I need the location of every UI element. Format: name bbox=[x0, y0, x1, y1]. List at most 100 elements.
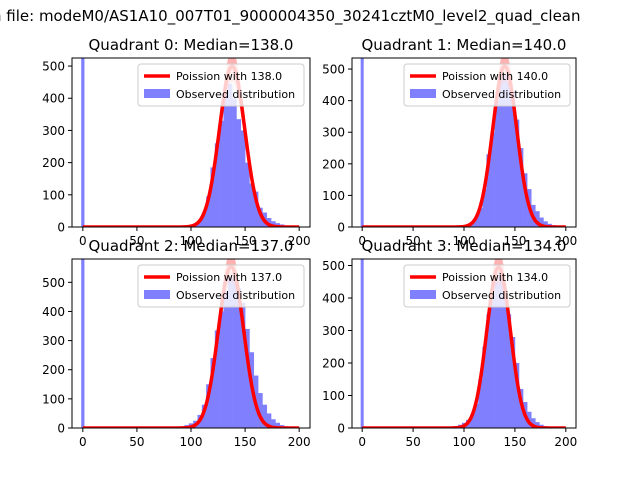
legend-box bbox=[403, 63, 571, 107]
histogram-bar bbox=[539, 217, 544, 227]
y-tick-label: 200 bbox=[42, 363, 65, 377]
histogram-bar bbox=[210, 167, 216, 227]
histogram-bar bbox=[482, 189, 487, 227]
y-tick-label: 200 bbox=[322, 157, 345, 171]
plot-marks bbox=[360, 58, 567, 227]
histogram-bar-zero-bin bbox=[360, 259, 364, 428]
x-tick-label: 0 bbox=[358, 234, 366, 248]
y-tick-label: 300 bbox=[322, 324, 345, 338]
histogram-bar bbox=[486, 154, 491, 227]
y-tick-label: 500 bbox=[42, 276, 65, 290]
legend: Poission with 140.0 Observed distribution bbox=[403, 63, 571, 107]
x-tick-label: 50 bbox=[129, 435, 144, 449]
histogram-bar bbox=[214, 330, 220, 428]
y-tick-label: 500 bbox=[42, 60, 65, 74]
legend-swatch-observed bbox=[144, 89, 170, 98]
histogram-bar bbox=[478, 208, 483, 227]
poisson-curve bbox=[361, 265, 567, 428]
histogram-bar bbox=[206, 384, 211, 428]
x-tick-label: 50 bbox=[129, 234, 144, 248]
histogram-bar bbox=[271, 419, 276, 428]
histogram-bar bbox=[498, 272, 503, 428]
histogram-bar bbox=[482, 346, 487, 428]
histogram-bar bbox=[223, 91, 229, 227]
histogram-bar bbox=[249, 183, 255, 227]
histogram-bar bbox=[502, 75, 508, 227]
y-tick-label: 300 bbox=[42, 334, 65, 348]
x-tick-label: 100 bbox=[180, 435, 203, 449]
histogram-bar bbox=[240, 302, 246, 428]
histogram-bar bbox=[498, 78, 503, 227]
histogram-bar bbox=[266, 413, 272, 428]
histogram-bar bbox=[535, 422, 540, 428]
histogram-bar bbox=[470, 415, 475, 428]
subplot-quadrant-1: 0 50 100 150 200 0 100 200 300 400 500 Quadrant 1: … bbox=[322, 36, 577, 248]
y-tick-label: 0 bbox=[57, 422, 65, 436]
histogram-bar bbox=[490, 294, 495, 428]
histogram-bar bbox=[531, 418, 536, 428]
subplot-quadrant-0: 0 50 100 150 200 0 100 200 300 400 500 Quadrant 0: … bbox=[42, 36, 311, 248]
x-tick-label: 150 bbox=[503, 435, 526, 449]
legend-box bbox=[137, 264, 305, 308]
y-tick-label: 300 bbox=[42, 124, 65, 138]
plot-marks bbox=[81, 58, 300, 227]
x-tick-label: 0 bbox=[358, 435, 366, 449]
histogram-bar bbox=[518, 148, 524, 227]
histogram-bar bbox=[262, 404, 268, 428]
y-tick-label: 500 bbox=[322, 259, 345, 273]
histogram-bar bbox=[240, 130, 246, 227]
histogram-bar bbox=[214, 143, 220, 227]
histogram-bar bbox=[258, 393, 263, 428]
legend-label-poisson: Poission with 140.0 bbox=[442, 70, 548, 83]
histogram-bar bbox=[227, 276, 233, 428]
histogram-bar bbox=[514, 119, 520, 227]
histogram-bar bbox=[245, 162, 250, 227]
x-tick-label: 200 bbox=[554, 435, 577, 449]
x-tick-label: 150 bbox=[503, 234, 526, 248]
poisson-curve bbox=[82, 64, 300, 227]
x-tick-label: 150 bbox=[234, 435, 257, 449]
x-tick-label: 200 bbox=[288, 234, 311, 248]
poisson-curve bbox=[82, 264, 300, 428]
histogram-bar bbox=[201, 212, 207, 227]
legend-label-poisson: Poission with 138.0 bbox=[176, 70, 282, 83]
legend: Poission with 137.0 Observed distribution bbox=[137, 264, 305, 308]
histogram-bar bbox=[478, 379, 483, 428]
y-tick-label: 200 bbox=[42, 156, 65, 170]
legend-label-observed: Observed distribution bbox=[442, 88, 561, 101]
histogram-bar bbox=[245, 328, 250, 428]
legend-swatch-observed bbox=[410, 89, 436, 98]
poisson-curve bbox=[361, 64, 567, 227]
histogram-bar bbox=[535, 211, 540, 227]
legend-swatch-observed bbox=[410, 290, 436, 299]
histogram-bar bbox=[232, 279, 237, 428]
histogram-bar bbox=[494, 281, 499, 428]
x-tick-label: 200 bbox=[554, 234, 577, 248]
histogram-bar bbox=[486, 314, 491, 428]
y-tick-label: 200 bbox=[322, 357, 345, 371]
histogram-bar bbox=[266, 217, 272, 227]
histogram-bar bbox=[227, 83, 233, 227]
y-tick-label: 500 bbox=[322, 63, 345, 77]
histogram-bar bbox=[490, 132, 495, 227]
y-tick-label: 400 bbox=[322, 292, 345, 306]
histogram-bar bbox=[510, 337, 516, 428]
histogram-bar bbox=[219, 120, 224, 227]
x-tick-label: 50 bbox=[405, 435, 420, 449]
histogram-bar bbox=[510, 91, 516, 227]
y-tick-label: 100 bbox=[322, 389, 345, 403]
histogram-bar bbox=[474, 403, 479, 428]
histogram-bar bbox=[506, 314, 512, 428]
y-tick-label: 400 bbox=[322, 94, 345, 108]
histogram-bar bbox=[201, 404, 207, 428]
histogram-bar bbox=[232, 98, 237, 227]
histogram-bar-zero-bin bbox=[81, 58, 85, 227]
legend-label-poisson: Poission with 134.0 bbox=[442, 271, 548, 284]
x-tick-label: 0 bbox=[79, 435, 87, 449]
legend-box bbox=[403, 264, 571, 308]
x-tick-label: 50 bbox=[405, 234, 420, 248]
legend-label-observed: Observed distribution bbox=[176, 88, 295, 101]
